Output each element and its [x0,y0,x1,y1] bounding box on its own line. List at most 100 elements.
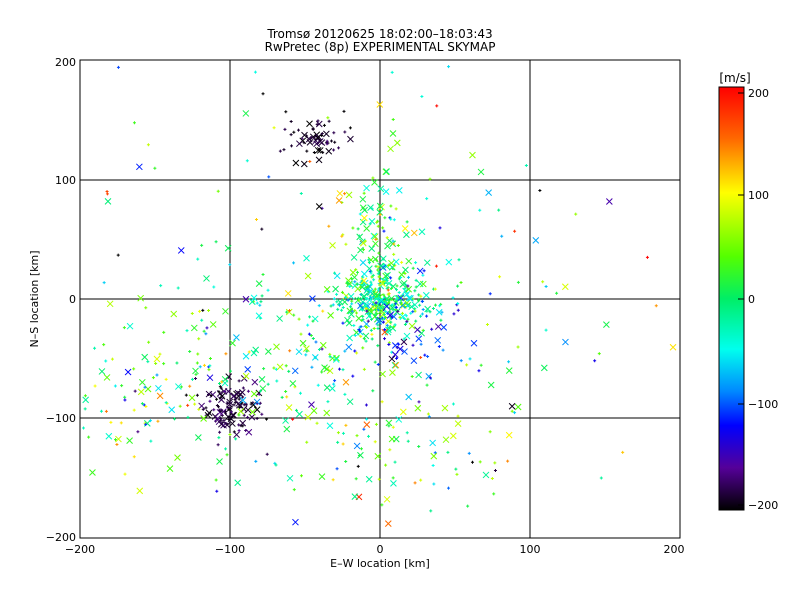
data-point-plus-marker [132,408,136,412]
data-point-plus-marker [544,285,548,289]
data-point-plus-marker [175,361,179,365]
data-point-plus-marker [144,306,148,310]
data-point-plus-marker [228,432,232,436]
data-point-plus-marker [261,272,265,276]
data-point-x-marker [276,363,284,371]
data-point-plus-marker [456,284,460,288]
data-point-x-marker [346,398,354,406]
data-point-plus-marker [370,337,374,341]
data-point-x-marker [315,203,323,210]
data-point-plus-marker [383,216,387,220]
data-point-x-marker [295,348,303,356]
data-point-plus-marker [316,119,320,123]
data-point-plus-marker [116,65,120,69]
data-point-plus-marker [387,424,391,428]
data-point-plus-marker [341,321,345,325]
data-point-plus-marker [374,237,378,241]
data-point-plus-marker [419,356,423,360]
data-point-x-marker [388,259,395,267]
data-point-x-marker [393,139,401,147]
data-point-plus-marker [441,348,445,352]
data-point-plus-marker [350,307,354,311]
data-point-x-marker [385,326,392,334]
data-point-x-marker [399,302,406,309]
data-point-plus-marker [329,139,333,143]
data-point-x-marker [192,367,199,375]
data-point-plus-marker [220,380,224,384]
data-point-plus-marker [367,258,371,262]
data-point-x-marker [273,343,280,351]
data-point-x-marker [303,254,310,262]
data-point-plus-marker [193,402,197,406]
data-point-plus-marker [333,379,337,383]
data-point-plus-marker [296,128,300,132]
data-point-plus-marker [311,127,315,131]
data-point-x-marker [365,475,373,483]
data-point-plus-marker [202,363,206,367]
data-point-plus-marker [381,280,385,284]
data-point-plus-marker [336,431,340,435]
data-point-plus-marker [390,70,394,74]
data-point-x-marker [315,156,323,164]
data-point-x-marker [242,352,250,360]
data-point-x-marker [401,225,409,232]
data-point-plus-marker [292,130,296,134]
data-point-plus-marker [162,362,166,366]
data-point-x-marker [359,218,367,226]
data-point-x-marker [372,240,379,248]
data-point-x-marker [233,431,240,439]
data-point-plus-marker [380,503,384,507]
data-point-plus-marker [120,384,124,388]
data-point-plus-marker [234,437,238,441]
data-point-x-marker [255,280,263,287]
data-point-x-marker [336,190,344,197]
data-point-x-marker [141,353,149,361]
data-point-plus-marker [194,377,198,381]
data-point-plus-marker [292,261,296,265]
data-point-x-marker [376,202,384,210]
data-point-x-marker [126,437,133,444]
data-point-x-marker [508,402,516,410]
data-point-plus-marker [144,405,148,409]
data-point-plus-marker [119,421,123,425]
data-point-x-marker [434,323,442,330]
data-point-plus-marker [321,309,325,313]
data-point-x-marker [103,374,111,381]
data-point-plus-marker [374,264,378,268]
data-point-plus-marker [190,377,194,381]
data-point-x-marker [242,295,250,303]
data-point-x-marker [336,298,344,306]
data-point-x-marker [326,367,334,375]
data-point-x-marker [345,343,353,351]
data-point-x-marker [319,341,327,349]
data-point-plus-marker [337,146,341,150]
data-point-x-marker [296,140,303,148]
data-point-plus-marker [195,361,199,365]
data-point-plus-marker [273,461,277,465]
data-point-x-marker [415,335,423,343]
data-point-plus-marker [371,176,375,180]
data-point-x-marker [411,301,419,309]
data-point-plus-marker [358,329,362,333]
data-point-x-marker [355,315,363,322]
data-point-plus-marker [83,407,87,411]
data-point-x-marker [137,294,145,302]
data-point-x-marker [363,184,370,192]
data-point-plus-marker [413,481,417,485]
data-point-x-marker [392,361,400,369]
data-point-x-marker [669,343,677,351]
data-point-x-marker [314,134,322,141]
data-point-plus-marker [153,166,157,170]
data-point-x-marker [445,258,453,266]
data-point-plus-marker [344,423,348,427]
data-point-plus-marker [376,288,380,292]
data-point-x-marker [242,110,250,117]
data-point-plus-marker [388,310,392,314]
data-point-plus-marker [82,426,86,430]
data-point-plus-marker [488,430,492,434]
data-point-plus-marker [367,261,371,265]
colorbar-label: [m/s] [719,71,750,85]
data-point-plus-marker [272,366,276,370]
data-point-plus-marker [197,337,201,341]
